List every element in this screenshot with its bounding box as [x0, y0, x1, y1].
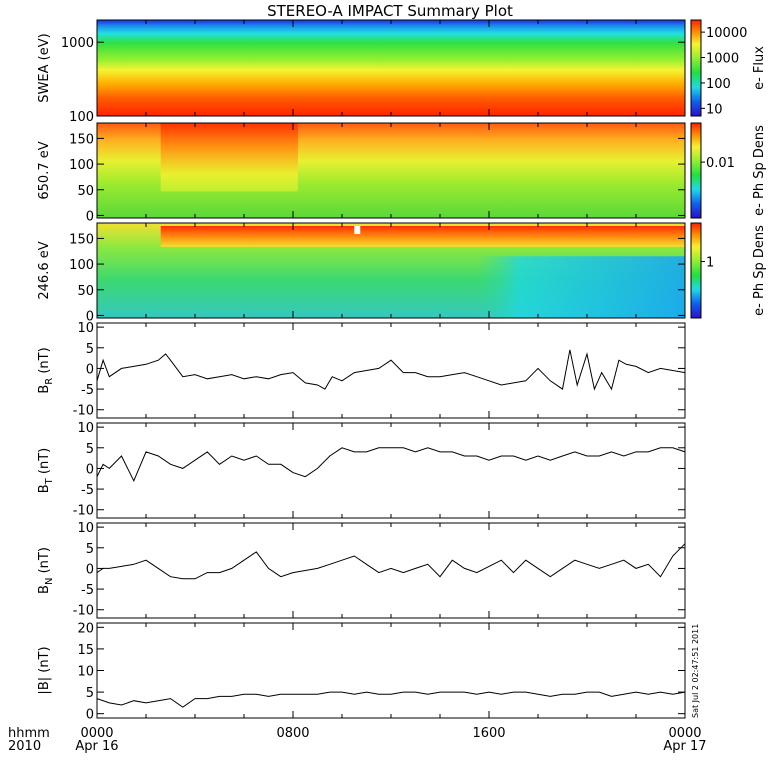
y-tick-label: 5: [86, 686, 94, 701]
y-tick-label: 100: [69, 110, 94, 125]
y-axis-label: SWEA (eV): [37, 33, 52, 102]
y-tick-label: -10: [73, 404, 94, 419]
y-tick-label: 0: [86, 462, 94, 477]
colorbar: [690, 222, 702, 319]
y-tick-label: 0: [86, 362, 94, 377]
y-tick-label: 50: [77, 184, 94, 199]
colorbar-label: e- Ph Sp Dens: [752, 225, 767, 316]
panel-frame: [96, 422, 686, 519]
y-tick-label: 0: [86, 209, 94, 224]
colorbar: [690, 122, 702, 219]
x-tick-label: 0000: [80, 726, 113, 741]
y-tick-label: -10: [73, 504, 94, 519]
colorbar-tick-label: 1000: [706, 52, 739, 67]
y-tick-label: 0: [86, 309, 94, 324]
panel-1: 10000 1000 100 10 e- Flux 1000 100 SWEA (eV): [37, 19, 767, 125]
y-tick-label: 150: [69, 232, 94, 247]
plot-title: STEREO-A IMPACT Summary Plot: [267, 2, 513, 20]
y-tick-label: 10: [77, 321, 94, 336]
spectrogram-blue-region: [476, 256, 685, 318]
y-tick-label: -5: [81, 583, 94, 598]
y-tick-label: 10: [77, 665, 94, 680]
y-axis-label: BT (nT): [37, 448, 55, 494]
spectrogram-top-band: [160, 226, 685, 247]
y-tick-label: 50: [77, 284, 94, 299]
panel-frame: [96, 522, 686, 619]
colorbar-label: e- Ph Sp Dens: [752, 125, 767, 216]
x-tick-label: 1600: [472, 726, 505, 741]
y-axis-label: BR (nT): [37, 347, 55, 393]
y-tick-label: 1000: [61, 36, 94, 51]
y-axis-label: |B| (nT): [37, 646, 52, 694]
series-line: [96, 543, 686, 580]
x-date-label: Apr 17: [663, 739, 706, 754]
panel-frame: [96, 622, 686, 719]
x-axis-row1-label: hhmm: [8, 726, 50, 741]
y-tick-label: -5: [81, 483, 94, 498]
panel-3: 1 e- Ph Sp Dens 150 100 50 0 246.6 eV: [37, 222, 767, 324]
y-tick-label: 0: [86, 562, 94, 577]
series-line: [96, 447, 686, 482]
y-tick-label: -10: [73, 604, 94, 619]
panel-2: 0.01 e- Ph Sp Dens 150 100 50 0 650.7 eV: [37, 122, 767, 224]
y-tick-label: 150: [69, 132, 94, 147]
series-line: [96, 349, 686, 391]
data-gap: [354, 226, 361, 234]
panel-4: 10 5 0 -5 -10 BR (nT): [37, 321, 686, 419]
x-date-label: Apr 16: [75, 739, 118, 754]
panel-6: 10 5 0 -5 -10 BN (nT): [37, 521, 686, 619]
y-tick-label: 5: [86, 342, 94, 357]
y-axis-label: BN (nT): [37, 547, 55, 594]
y-tick-label: 5: [86, 542, 94, 557]
colorbar: [690, 19, 702, 117]
y-tick-label: 5: [86, 442, 94, 457]
series-line: [96, 691, 686, 708]
panel-7: 20 15 10 5 0 |B| (nT): [37, 621, 686, 723]
y-tick-label: 0: [86, 708, 94, 723]
panel-5: 10 5 0 -5 -10 BT (nT): [37, 421, 686, 519]
timestamp-stamp: Sat Jul 2 02:47:51 2011: [691, 624, 700, 718]
colorbar-tick-label: 1: [706, 256, 714, 271]
colorbar-tick-label: 10000: [706, 26, 747, 41]
spectrogram-hot-region: [160, 123, 298, 192]
colorbar-tick-label: 100: [706, 77, 731, 92]
y-tick-label: 20: [77, 621, 94, 636]
y-tick-label: 100: [69, 258, 94, 273]
x-tick-label: 0800: [276, 726, 309, 741]
panel-frame: [96, 322, 686, 419]
colorbar-tick-label: 10: [706, 102, 723, 117]
y-tick-label: 100: [69, 158, 94, 173]
y-tick-label: 15: [77, 643, 94, 658]
spectrogram-fill: [97, 20, 685, 116]
colorbar-tick-label: 0.01: [706, 156, 735, 171]
x-tick-label: 0000: [668, 726, 701, 741]
colorbar-label: e- Flux: [752, 46, 767, 90]
y-axis-label: 246.6 eV: [37, 241, 52, 299]
x-axis-row2-label: 2010: [8, 739, 41, 754]
y-tick-label: 10: [77, 421, 94, 436]
y-tick-label: 10: [77, 521, 94, 536]
y-axis-label: 650.7 eV: [37, 141, 52, 199]
y-tick-label: -5: [81, 383, 94, 398]
